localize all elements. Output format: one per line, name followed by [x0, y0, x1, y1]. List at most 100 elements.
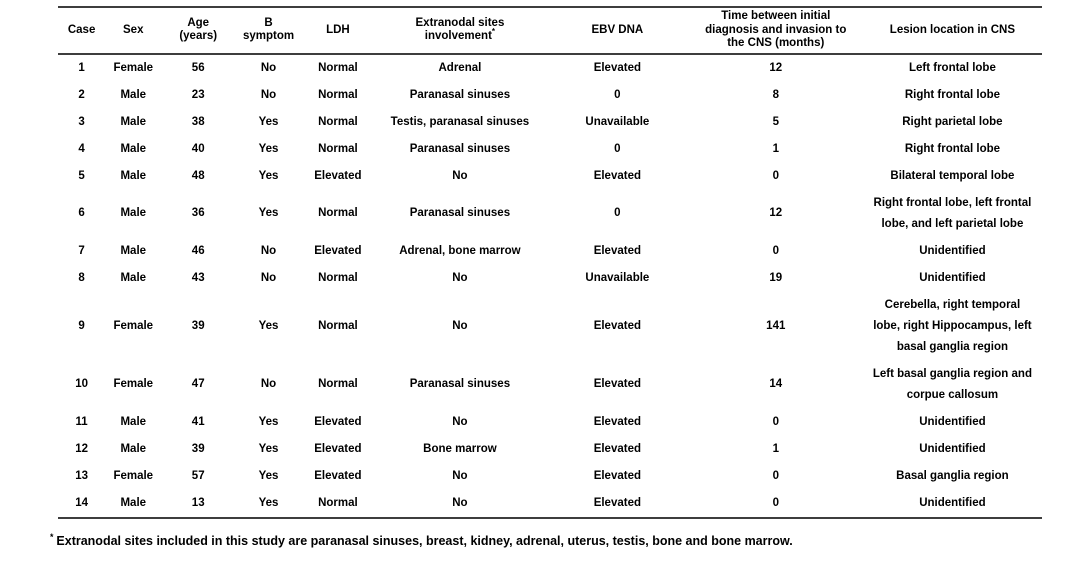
table-cell: Male [120, 142, 147, 155]
table-cell: Male [120, 88, 147, 101]
table-cell: 48 [191, 169, 205, 182]
table-row: 5 Male 48 Yes Elevated No Elevated 0 Bilateral t… [58, 163, 1042, 190]
table-row: 9 Female 39 Yes Normal No Elevated 141 Cerebella… [58, 292, 1042, 361]
table-cell: Paranasal sinuses [409, 88, 511, 101]
table-row: 10 Female 47 No Normal Paranasal sinuses Eleva… [58, 361, 1042, 409]
footnote-text: Extranodal sites included in this study … [56, 534, 793, 548]
table-cell: 0 [772, 496, 779, 509]
table-cell: Normal [318, 271, 358, 284]
table-cell: No [452, 319, 468, 332]
table-cell: Yes [258, 415, 279, 428]
table-cell: Unidentified [919, 271, 986, 284]
table-cell: Cerebella, right temporal lobe, right Hi… [873, 298, 1032, 353]
table-cell: Male [120, 115, 147, 128]
table-cell: 40 [191, 142, 205, 155]
table-cell: Elevated [593, 61, 641, 74]
table-cell: 12 [75, 442, 88, 455]
table-cell: No [452, 271, 468, 284]
table-row: 13 Female 57 Yes Elevated No Elevated 0 Basal ga… [58, 463, 1042, 490]
table-cell: Male [120, 207, 147, 219]
table-cell: No [260, 61, 277, 74]
table-cell: No [452, 169, 468, 182]
table-cell: No [452, 415, 468, 428]
table-cell: Female [113, 319, 154, 332]
table-cell: 0 [772, 469, 779, 482]
table-cell: Elevated [593, 319, 641, 332]
col-header-b-symptom: B symptom [235, 7, 302, 55]
table-cell: Male [120, 169, 147, 182]
table-cell: Female [113, 378, 154, 390]
table-row: 3 Male 38 Yes Normal Testis, paranasal sinuse… [58, 109, 1042, 136]
table-cell: Yes [258, 115, 279, 128]
table-cell: Unidentified [919, 496, 986, 509]
table-cell: No [452, 496, 468, 509]
table-cell: Unavailable [585, 271, 650, 284]
table-cell: Normal [318, 88, 358, 101]
table-cell: Elevated [314, 469, 362, 482]
table-cell: 141 [766, 319, 786, 332]
col-header-case-label: Case [67, 23, 96, 36]
table-cell: Unidentified [919, 415, 986, 428]
table-cell: 4 [78, 142, 85, 155]
table-cell: Yes [258, 169, 279, 182]
table-cell: 3 [78, 115, 85, 128]
table-cell: 1 [772, 442, 779, 455]
table-header-row: Case Sex Age (years) B symptom LDH Extra… [58, 7, 1042, 55]
table-cell: 8 [772, 88, 779, 101]
col-header-age: Age (years) [161, 7, 236, 55]
table-cell: 41 [191, 415, 205, 428]
table-cell: Bone marrow [423, 442, 497, 455]
table-cell: Elevated [314, 244, 362, 257]
table-row: 1 Female 56 No Normal Adrenal Elevated 12 Left f… [58, 54, 1042, 82]
table-cell: No [260, 88, 277, 101]
table-cell: 0 [614, 88, 621, 101]
table-cell: Normal [318, 378, 358, 390]
table-cell: 12 [769, 61, 783, 74]
table-cell: Normal [318, 61, 358, 74]
table-row: 6 Male 36 Yes Normal Paranasal sinuses 0 12 Righ… [58, 190, 1042, 238]
table-cell: 5 [78, 169, 85, 182]
table-cell: Yes [258, 469, 279, 482]
table-cell: Unidentified [919, 442, 986, 455]
table-cell: Paranasal sinuses [409, 207, 511, 219]
table-cell: 12 [769, 207, 783, 219]
table-cell: Unidentified [919, 244, 986, 257]
table-cell: Bilateral temporal lobe [890, 169, 1015, 182]
table-cell: 5 [772, 115, 779, 128]
table-row: 2 Male 23 No Normal Paranasal sinuses 0 8 Right … [58, 82, 1042, 109]
table-cell: Right parietal lobe [902, 115, 1003, 128]
table-cell: Elevated [593, 415, 641, 428]
col-header-ldh: LDH [302, 7, 374, 55]
table-cell: 6 [78, 207, 85, 219]
table-cell: Right frontal lobe, left frontal lobe, a… [873, 196, 1032, 230]
table-cell: 13 [191, 496, 205, 509]
table-cell: 14 [75, 496, 88, 509]
col-header-extranodal-label: Extranodal sites involvement [415, 16, 505, 43]
table-cell: 11 [75, 415, 88, 428]
table-cell: Paranasal sinuses [409, 142, 511, 155]
table-cell: Yes [258, 319, 279, 332]
table-cell: 1 [772, 142, 779, 155]
table-cell: No [260, 378, 277, 390]
table-cell: 56 [191, 61, 205, 74]
table-cell: Elevated [314, 415, 362, 428]
table-cell: 57 [191, 469, 205, 482]
table-cell: 0 [614, 207, 621, 219]
col-header-lesion-location-label: Lesion location in CNS [889, 23, 1016, 36]
col-header-b-symptom-label: B symptom [242, 16, 295, 43]
footnote: * Extranodal sites included in this study… [50, 532, 793, 550]
table-cell: 2 [78, 88, 85, 101]
table-cell: Elevated [593, 442, 641, 455]
table-cell: 14 [769, 378, 783, 390]
table-cell: Male [120, 244, 147, 257]
table-cell: Elevated [593, 378, 641, 390]
table-row: 11 Male 41 Yes Elevated No Elevated 0 Unidentifi… [58, 409, 1042, 436]
table-cell: 0 [772, 169, 779, 182]
table-cell: 9 [78, 319, 85, 332]
table-cell: Elevated [593, 169, 641, 182]
table-cell: 43 [191, 271, 205, 284]
table-cell: 1 [78, 61, 85, 74]
table-cell: Elevated [593, 469, 641, 482]
table-cell: Adrenal, bone marrow [399, 244, 521, 257]
col-header-sex: Sex [105, 7, 162, 55]
